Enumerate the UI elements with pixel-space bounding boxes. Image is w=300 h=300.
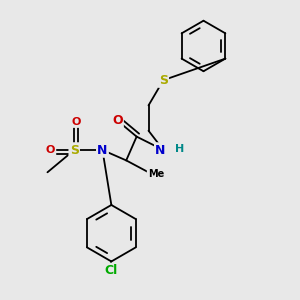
Text: N: N [97,143,108,157]
Text: H: H [175,143,184,154]
Text: S: S [159,74,168,87]
Text: Me: Me [148,169,164,179]
Text: S: S [70,143,79,157]
Text: O: O [46,145,55,155]
Text: O: O [71,117,80,127]
Text: O: O [112,114,123,127]
Text: N: N [155,143,166,157]
Text: Cl: Cl [105,264,118,277]
